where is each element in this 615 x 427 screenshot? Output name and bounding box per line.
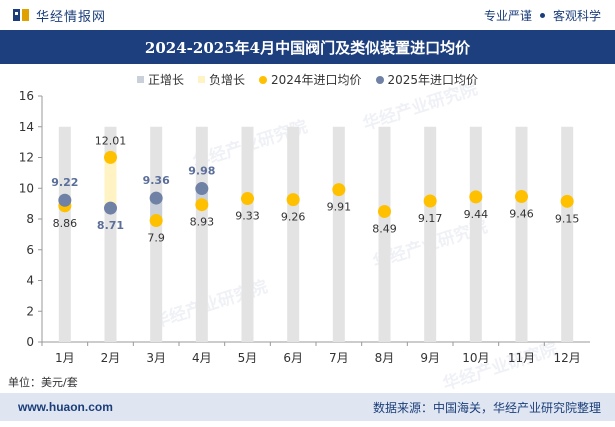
legend-swatch-square-icon bbox=[136, 76, 144, 83]
point-2025 bbox=[58, 193, 72, 207]
y-tick-label: 0 bbox=[26, 335, 34, 349]
y-tick-label: 12 bbox=[19, 151, 34, 165]
background-column bbox=[287, 126, 300, 342]
data-label-2024: 12.01 bbox=[95, 134, 127, 147]
slogan-left: 专业严谨 bbox=[483, 8, 532, 23]
title-bar: 2024-2025年4月中国阀门及类似装置进口均价 bbox=[0, 30, 615, 64]
point-2024 bbox=[286, 193, 300, 207]
footer-bar: www.huaon.com 数据来源：中国海关，华经产业研究院整理 bbox=[0, 393, 615, 421]
brand[interactable]: 华经情报网 bbox=[12, 6, 106, 25]
data-label-2024: 9.46 bbox=[509, 208, 534, 221]
decrease-bar bbox=[104, 157, 117, 209]
x-tick-label: 2月 bbox=[101, 351, 121, 365]
x-tick-label: 1月 bbox=[55, 351, 75, 365]
slogan: 专业严谨 客观科学 bbox=[484, 7, 601, 24]
background-column bbox=[561, 126, 574, 342]
brand-name: 华经情报网 bbox=[36, 9, 107, 25]
data-label-2025: 8.71 bbox=[97, 219, 124, 232]
slogan-right: 客观科学 bbox=[552, 8, 601, 23]
background-column bbox=[378, 126, 391, 342]
background-column bbox=[241, 126, 254, 342]
x-tick-label: 10月 bbox=[462, 351, 489, 365]
point-2024 bbox=[195, 198, 209, 212]
point-2024 bbox=[149, 214, 163, 228]
legend-swatch-square-icon bbox=[197, 76, 205, 83]
brand-logo-icon bbox=[13, 9, 29, 21]
legend-item-decrease[interactable]: 负增长 bbox=[197, 71, 245, 88]
legend-item-2024[interactable]: 2024年进口均价 bbox=[258, 71, 362, 88]
legend-label: 负增长 bbox=[208, 73, 245, 87]
point-2025 bbox=[149, 191, 163, 205]
y-tick-label: 2 bbox=[26, 304, 34, 318]
point-2025 bbox=[195, 182, 209, 196]
background-column bbox=[150, 126, 163, 342]
x-tick-label: 3月 bbox=[146, 351, 166, 365]
y-tick-label: 6 bbox=[26, 243, 34, 257]
point-2024 bbox=[423, 194, 437, 208]
point-2024 bbox=[332, 183, 346, 197]
x-tick-label: 7月 bbox=[329, 351, 349, 365]
data-label-2024: 7.9 bbox=[147, 232, 165, 245]
point-2024 bbox=[560, 194, 574, 208]
point-2024 bbox=[378, 204, 391, 218]
legend-swatch-circle-icon bbox=[258, 75, 267, 84]
legend-label: 2025年进口均价 bbox=[387, 73, 479, 87]
background-column bbox=[424, 126, 437, 342]
data-label-2024: 8.49 bbox=[372, 222, 397, 235]
x-tick-label: 9月 bbox=[420, 351, 440, 365]
data-label-2024: 9.17 bbox=[418, 212, 443, 225]
chart-legend: 正增长 负增长 2024年进口均价 2025年进口均价 bbox=[0, 71, 615, 88]
data-label-2024: 8.86 bbox=[53, 217, 78, 230]
chart-title: 2024-2025年4月中国阀门及类似装置进口均价 bbox=[144, 38, 471, 57]
y-tick-label: 8 bbox=[26, 212, 34, 226]
legend-item-increase[interactable]: 正增长 bbox=[136, 71, 184, 88]
point-2024 bbox=[241, 192, 254, 206]
x-tick-label: 12月 bbox=[554, 351, 581, 365]
legend-item-2025[interactable]: 2025年进口均价 bbox=[375, 71, 479, 88]
background-column bbox=[515, 126, 528, 342]
legend-swatch-circle-icon bbox=[375, 75, 384, 84]
legend-label: 正增长 bbox=[147, 73, 184, 87]
x-tick-label: 11月 bbox=[508, 351, 535, 365]
legend-label: 2024年进口均价 bbox=[270, 73, 362, 87]
background-column bbox=[195, 126, 208, 342]
unit-label: 单位：美元/套 bbox=[8, 376, 78, 389]
x-tick-label: 6月 bbox=[283, 351, 303, 365]
point-2024 bbox=[104, 150, 117, 164]
background-column bbox=[58, 126, 71, 342]
x-tick-label: 4月 bbox=[192, 351, 212, 365]
point-2024 bbox=[515, 190, 528, 204]
bullet-dot-icon bbox=[539, 12, 545, 18]
point-2024 bbox=[469, 190, 483, 204]
x-tick-label: 5月 bbox=[238, 351, 258, 365]
x-tick-label: 8月 bbox=[375, 351, 395, 365]
y-tick-label: 14 bbox=[19, 120, 34, 134]
data-label-2025: 9.36 bbox=[143, 174, 170, 187]
header-bar: 华经情报网 专业严谨 客观科学 bbox=[0, 0, 615, 30]
data-label-2025: 9.22 bbox=[51, 176, 78, 189]
data-label-2024: 9.26 bbox=[281, 211, 306, 224]
chart-plot: 0 2 4 6 8 10 12 14 16 1月 2月 3月 4月 5月 6月 7月 8月 9月 10月 11月 12月… bbox=[19, 89, 590, 365]
data-label-2024: 9.91 bbox=[327, 201, 352, 214]
y-tick-label: 10 bbox=[19, 181, 34, 195]
y-tick-label: 16 bbox=[19, 89, 34, 103]
data-label-2024: 9.15 bbox=[555, 212, 580, 225]
point-2025 bbox=[104, 201, 117, 215]
data-label-2024: 8.93 bbox=[190, 216, 215, 229]
y-tick-label: 4 bbox=[26, 274, 34, 288]
background-column bbox=[469, 126, 482, 342]
background-column bbox=[332, 126, 345, 342]
data-label-2025: 9.98 bbox=[188, 165, 215, 178]
data-source: 数据来源：中国海关，华经产业研究院整理 bbox=[372, 400, 601, 415]
site-url[interactable]: www.huaon.com bbox=[18, 400, 113, 414]
data-label-2024: 9.44 bbox=[464, 208, 489, 221]
data-label-2024: 9.33 bbox=[235, 210, 260, 223]
